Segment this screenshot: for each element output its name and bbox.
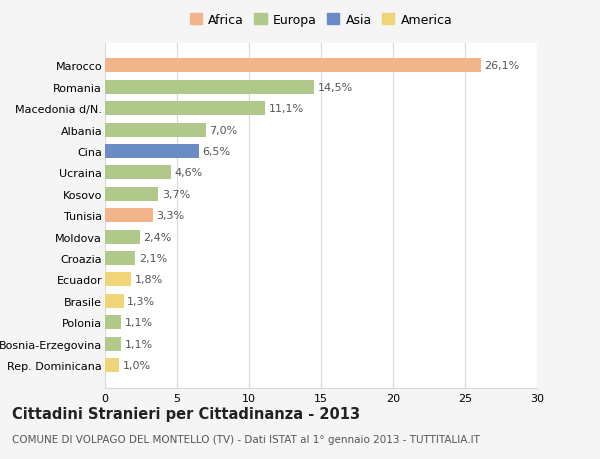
Text: 4,6%: 4,6% xyxy=(175,168,203,178)
Bar xyxy=(105,337,121,351)
Bar xyxy=(105,209,152,223)
Bar xyxy=(105,273,131,287)
Text: 2,1%: 2,1% xyxy=(139,253,167,263)
Bar xyxy=(105,230,140,244)
Bar xyxy=(105,166,171,180)
Text: 1,1%: 1,1% xyxy=(124,339,152,349)
Text: 11,1%: 11,1% xyxy=(268,104,304,114)
Legend: Africa, Europa, Asia, America: Africa, Europa, Asia, America xyxy=(186,10,456,30)
Text: 1,0%: 1,0% xyxy=(123,360,151,370)
Text: 1,8%: 1,8% xyxy=(134,275,163,285)
Text: 3,7%: 3,7% xyxy=(162,190,190,199)
Bar xyxy=(105,102,265,116)
Bar xyxy=(105,123,206,137)
Bar xyxy=(105,145,199,159)
Text: Cittadini Stranieri per Cittadinanza - 2013: Cittadini Stranieri per Cittadinanza - 2… xyxy=(12,406,360,421)
Bar xyxy=(105,81,314,95)
Bar xyxy=(105,294,124,308)
Text: 1,3%: 1,3% xyxy=(127,296,155,306)
Text: 3,3%: 3,3% xyxy=(156,211,184,221)
Text: 14,5%: 14,5% xyxy=(317,83,353,93)
Text: 1,1%: 1,1% xyxy=(124,318,152,328)
Bar xyxy=(105,316,121,330)
Bar xyxy=(105,252,135,265)
Bar xyxy=(105,358,119,372)
Bar xyxy=(105,59,481,73)
Text: 7,0%: 7,0% xyxy=(209,125,238,135)
Text: 2,4%: 2,4% xyxy=(143,232,172,242)
Bar xyxy=(105,187,158,202)
Text: 26,1%: 26,1% xyxy=(484,61,520,71)
Text: COMUNE DI VOLPAGO DEL MONTELLO (TV) - Dati ISTAT al 1° gennaio 2013 - TUTTITALIA: COMUNE DI VOLPAGO DEL MONTELLO (TV) - Da… xyxy=(12,434,480,444)
Text: 6,5%: 6,5% xyxy=(202,147,230,157)
